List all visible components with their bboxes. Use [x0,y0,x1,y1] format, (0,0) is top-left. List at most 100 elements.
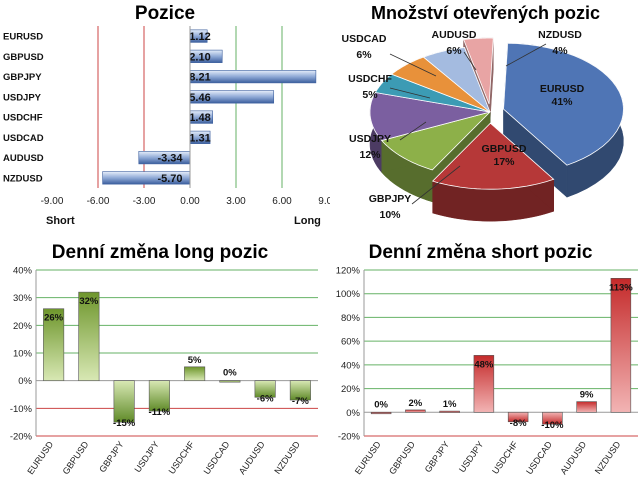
x-tick-label: 0.00 [180,196,200,207]
change-bar [507,411,529,423]
pie-category-label: GBPJPY [369,193,412,205]
pozice-title: Pozice [134,3,196,24]
bar-value-label: 113% [609,282,633,293]
y-tick-label: 40% [341,360,361,371]
x-category-label: NZDUSD [593,439,623,476]
change-bar [542,411,563,425]
category-label: GBPJPY [3,72,42,83]
change-bar [113,380,135,423]
pie-category-label: USDJPY [349,133,391,145]
pie-leader-line [389,53,437,77]
x-category-label: EURUSD [353,439,383,476]
pie-percent-label: 6% [446,45,462,57]
pie-percent-label: 5% [362,89,378,101]
change-bar [254,380,276,398]
y-tick-label: 40% [13,266,33,277]
x-category-label: USDCAD [524,439,554,476]
category-label: USDCHF [3,113,43,124]
bar-value-label: 5.46 [189,92,210,104]
pie-slice [422,47,491,113]
pie-category-label: USDCHF [348,73,392,85]
pie-category-label: EURUSD [540,83,585,95]
bar-value-label: 26% [44,313,64,324]
y-tick-label: 120% [336,266,361,277]
bar-value-label: 8.21 [189,72,210,84]
bar-value-label: -5.70 [157,173,182,185]
change-bar [43,308,65,381]
bar-value-label: 2% [409,398,423,409]
y-tick-label: 20% [341,384,361,395]
change-bar [184,366,206,381]
pie-percent-label: 41% [551,96,573,108]
x-tick-label: -9.00 [41,196,64,207]
mnozstvi-chart: Množství otevřených pozic EURUSD 41% GBPUS… [330,0,641,240]
category-label: GBPUSD [3,52,44,63]
long-change-title: Denní změna long pozic [51,242,269,263]
pie-slice [381,111,492,171]
change-bar [219,380,241,383]
x-category-label: USDJPY [457,439,486,474]
y-tick-label: -20% [338,432,361,443]
bar-value-label: 1.12 [189,31,210,43]
change-bar [439,410,460,413]
short-change-title: Denní změna short pozic [368,242,593,263]
bar-value-label: -8% [510,418,527,429]
pie-slice [503,42,624,166]
y-tick-label: 60% [341,337,361,348]
pie-percent-label: 10% [379,209,401,221]
x-category-label: EURUSD [25,439,55,476]
long-change-chart: Denní změna long pozic -20% -10% 0% 10% 20% 3… [0,240,320,491]
bar-value-label: -7% [292,396,309,407]
x-category-label: GBPUSD [61,439,91,476]
pozice-plot: -9.00 -6.00 -3.00 0.00 3.00 6.00 9.00 EURUSD 1.1… [3,26,330,227]
pie-category-label: USDCAD [342,33,387,45]
pie-leader-line [463,51,477,71]
y-tick-label: 0% [18,376,32,387]
y-tick-label: -10% [10,404,33,415]
short-label: Short [46,215,75,227]
pozice-chart: Pozice -9.00 -6.00 -3.00 0.00 3.00 6.00 9.00 EU… [0,0,330,240]
bar-value-label: 32% [79,296,99,307]
change-bar [370,411,392,415]
pie-slice [390,56,491,113]
bar-value-label: 5% [188,355,202,366]
pie-leader-line [399,121,427,141]
x-tick-label: -6.00 [87,196,110,207]
category-label: NZDUSD [3,173,43,184]
x-category-label: AUDUSD [237,439,267,476]
short-change-plot: -20% 0% 20% 40% 60% 80% 100% 120% 0% EURUSD 2% GBPU… [336,266,638,476]
x-category-label: GBPJPY [97,439,126,474]
pie-leader-line [505,43,547,67]
pie-slice [463,37,494,105]
bar-value-label: -3.34 [157,153,183,165]
x-category-label: AUDUSD [558,439,588,476]
bar-value-label: 1.31 [189,132,210,144]
pie-percent-label: 17% [493,156,515,168]
pie-leader-line [411,165,461,205]
mnozstvi-title: Množství otevřených pozic [370,3,601,23]
pie-percent-label: 6% [356,49,372,61]
change-bar [148,380,170,412]
pie-slice [374,73,491,113]
pie-percent-label: 12% [359,149,381,161]
bar-value-label: 1.48 [189,112,210,124]
pie-percent-label: 4% [552,45,568,57]
pie-slice [431,122,555,190]
change-bar [576,401,597,413]
pie-leader-line [389,87,431,99]
y-tick-label: 100% [336,289,361,300]
category-label: USDCAD [3,133,44,144]
pie-category-label: NZDUSD [538,29,582,41]
pie-slice [369,92,491,141]
change-bar [405,409,426,413]
x-category-label: USDCHF [167,439,197,476]
bar-value-label: 9% [580,390,594,401]
bar-value-label: 48% [474,359,494,370]
x-tick-label: 3.00 [226,196,246,207]
category-label: USDJPY [3,92,42,103]
category-label: AUDUSD [3,153,44,164]
x-category-label: GBPUSD [387,439,417,476]
y-tick-label: -20% [10,432,33,443]
bar-value-label: -11% [149,407,171,418]
